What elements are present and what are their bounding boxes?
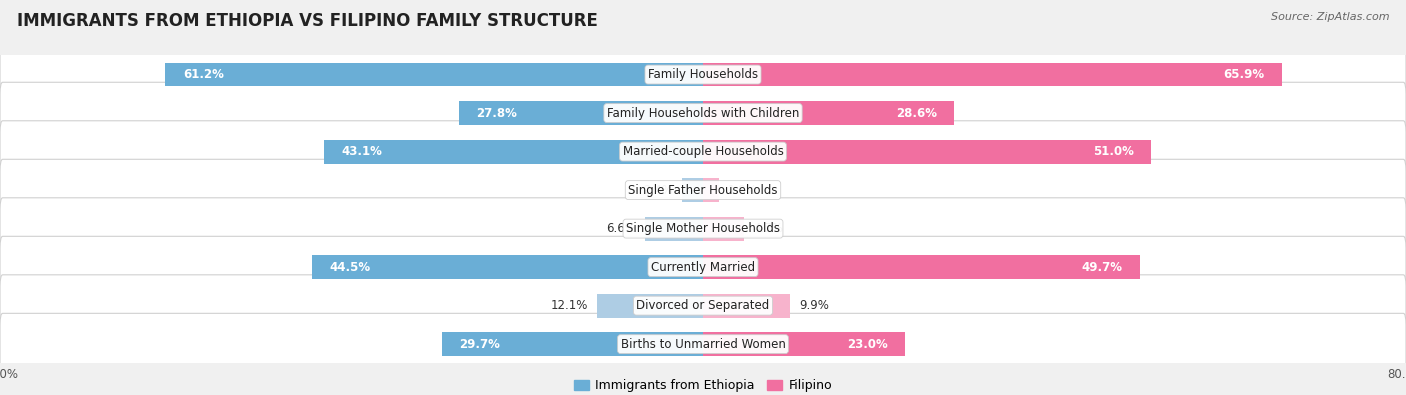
Bar [703, 332, 905, 356]
Text: Single Father Households: Single Father Households [628, 184, 778, 197]
FancyBboxPatch shape [0, 198, 1406, 260]
Bar [703, 178, 718, 202]
Text: Married-couple Households: Married-couple Households [623, 145, 783, 158]
Legend: Immigrants from Ethiopia, Filipino: Immigrants from Ethiopia, Filipino [569, 374, 837, 395]
FancyBboxPatch shape [0, 82, 1406, 144]
Text: 29.7%: 29.7% [460, 338, 501, 351]
Bar [441, 332, 703, 356]
FancyBboxPatch shape [0, 159, 1406, 221]
Text: 9.9%: 9.9% [799, 299, 828, 312]
Text: 51.0%: 51.0% [1092, 145, 1133, 158]
Text: Family Households: Family Households [648, 68, 758, 81]
Text: 65.9%: 65.9% [1223, 68, 1264, 81]
Bar [596, 294, 703, 318]
Text: 43.1%: 43.1% [342, 145, 382, 158]
Text: 23.0%: 23.0% [846, 338, 887, 351]
Text: 44.5%: 44.5% [329, 261, 371, 274]
Bar [703, 101, 955, 125]
Text: 4.7%: 4.7% [754, 222, 783, 235]
Text: Source: ZipAtlas.com: Source: ZipAtlas.com [1271, 12, 1389, 22]
Text: Currently Married: Currently Married [651, 261, 755, 274]
Text: Single Mother Households: Single Mother Households [626, 222, 780, 235]
Text: 2.4%: 2.4% [644, 184, 673, 197]
FancyBboxPatch shape [0, 275, 1406, 337]
FancyBboxPatch shape [0, 44, 1406, 105]
Text: 28.6%: 28.6% [896, 107, 936, 120]
Text: 27.8%: 27.8% [477, 107, 517, 120]
Bar [703, 255, 1140, 279]
Text: 6.6%: 6.6% [606, 222, 637, 235]
Bar [703, 63, 1282, 87]
Bar [645, 217, 703, 241]
FancyBboxPatch shape [0, 121, 1406, 182]
Bar [312, 255, 703, 279]
Bar [166, 63, 703, 87]
Text: 49.7%: 49.7% [1081, 261, 1122, 274]
Bar [703, 294, 790, 318]
FancyBboxPatch shape [0, 313, 1406, 375]
Bar [458, 101, 703, 125]
Bar [703, 217, 744, 241]
Text: Births to Unmarried Women: Births to Unmarried Women [620, 338, 786, 351]
Text: Divorced or Separated: Divorced or Separated [637, 299, 769, 312]
FancyBboxPatch shape [0, 236, 1406, 298]
Bar [703, 140, 1152, 164]
Text: 12.1%: 12.1% [551, 299, 588, 312]
Text: Family Households with Children: Family Households with Children [607, 107, 799, 120]
Text: 1.8%: 1.8% [728, 184, 758, 197]
Bar [682, 178, 703, 202]
Bar [325, 140, 703, 164]
Text: IMMIGRANTS FROM ETHIOPIA VS FILIPINO FAMILY STRUCTURE: IMMIGRANTS FROM ETHIOPIA VS FILIPINO FAM… [17, 12, 598, 30]
Text: 61.2%: 61.2% [183, 68, 224, 81]
